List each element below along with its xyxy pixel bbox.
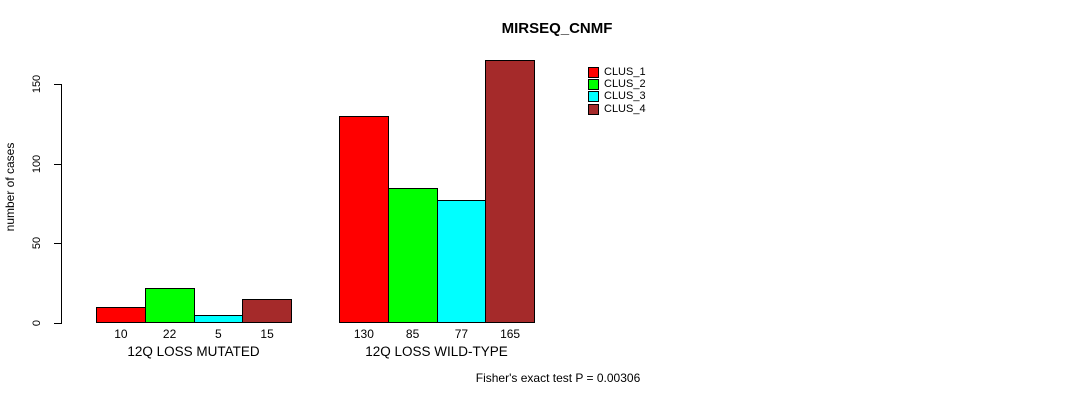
chart-title: MIRSEQ_CNMF [501, 20, 613, 37]
bar-value-label: 85 [405, 327, 420, 341]
legend-label: CLUS_2 [604, 78, 646, 91]
bar-value-label: 130 [353, 327, 374, 341]
legend-item: CLUS_2 [588, 78, 646, 91]
bar [436, 200, 487, 323]
legend-label: CLUS_3 [604, 90, 646, 103]
y-axis-line [61, 84, 62, 324]
legend-item: CLUS_1 [588, 66, 646, 78]
bar [387, 187, 438, 323]
bar-value-label: 5 [215, 327, 222, 341]
bar-value-label: 10 [114, 327, 128, 341]
bar [242, 299, 293, 323]
bar [144, 287, 195, 323]
y-tick [54, 243, 61, 245]
legend-label: CLUS_1 [604, 65, 646, 78]
y-tick [54, 84, 61, 85]
legend-item: CLUS_4 [588, 103, 646, 115]
legend-color-swatch [588, 66, 599, 78]
y-axis-title: number of cases [3, 142, 17, 232]
legend: CLUS_1 CLUS_2 CLUS_3 CLUS_4 [588, 66, 646, 116]
bar [485, 60, 536, 323]
y-tick [54, 323, 61, 324]
legend-item: CLUS_3 [588, 91, 646, 103]
legend-color-swatch [588, 79, 599, 91]
bar [339, 115, 389, 323]
y-tick [54, 163, 61, 165]
y-tick-label: 50 [31, 237, 43, 250]
bar-value-label: 165 [500, 327, 521, 341]
bar [96, 307, 146, 323]
y-tick-label: 100 [31, 154, 43, 173]
y-tick-label: 150 [31, 74, 43, 94]
legend-color-swatch [588, 91, 599, 103]
bar-value-label: 77 [454, 327, 469, 341]
x-category-label: 12Q LOSS WILD-TYPE [365, 344, 508, 359]
bar [193, 315, 244, 323]
legend-color-swatch [588, 103, 599, 115]
y-tick-label: 0 [31, 319, 43, 327]
x-category-label: 12Q LOSS MUTATED [127, 344, 260, 359]
bar-value-label: 22 [162, 327, 177, 341]
legend-label: CLUS_4 [604, 102, 646, 115]
bar-value-label: 15 [260, 327, 274, 341]
annotation-text: Fisher's exact test P = 0.00306 [475, 371, 641, 385]
